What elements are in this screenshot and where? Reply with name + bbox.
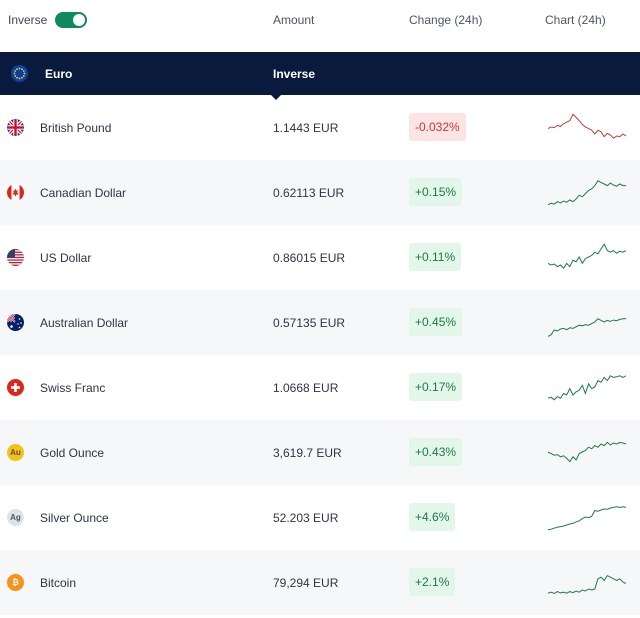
sparkline-path: [547, 441, 627, 463]
currency-row[interactable]: Au Gold Ounce 3,619.7 EUR +0.43%: [0, 420, 640, 485]
currency-row[interactable]: US Dollar 0.86015 EUR +0.11%: [0, 225, 640, 290]
sparkline-chart: [547, 107, 627, 147]
change-badge: +2.1%: [409, 568, 456, 596]
base-currency-name: Euro: [45, 67, 73, 81]
currency-row[interactable]: ₿ Bitcoin 79,294 EUR +2.1%: [0, 550, 640, 615]
currency-amount: 0.57135 EUR: [273, 316, 346, 330]
currency-name[interactable]: Canadian Dollar: [40, 186, 127, 200]
ca-flag-icon: [7, 184, 24, 201]
column-header-change[interactable]: Change (24h): [409, 13, 483, 27]
currency-amount: 0.86015 EUR: [273, 251, 346, 265]
toggle-knob: [73, 14, 86, 26]
sparkline-chart: [547, 432, 627, 472]
currency-name[interactable]: Gold Ounce: [40, 446, 105, 460]
column-header-chart: Chart (24h): [545, 13, 606, 27]
currency-name[interactable]: Australian Dollar: [40, 316, 129, 330]
header: Inverse Amount Change (24h) Chart (24h): [0, 0, 640, 52]
currency-name[interactable]: Silver Ounce: [40, 511, 109, 525]
eu-flag-icon: [11, 65, 28, 82]
gb-flag-icon: [7, 119, 24, 136]
currency-row[interactable]: Swiss Franc 1.0668 EUR +0.17%: [0, 355, 640, 420]
column-header-amount[interactable]: Amount: [273, 13, 315, 27]
sparkline-path: [547, 375, 627, 401]
currency-name[interactable]: Bitcoin: [40, 576, 77, 590]
au-flag-icon: [7, 314, 24, 331]
inverse-toggle[interactable]: [55, 12, 88, 28]
sparkline-chart: [547, 562, 627, 602]
currency-name[interactable]: Swiss Franc: [40, 381, 106, 395]
currency-row[interactable]: British Pound 1.1443 EUR -0.032%: [0, 95, 640, 160]
change-badge: +0.45%: [409, 308, 463, 336]
change-badge: +0.11%: [409, 243, 462, 271]
currency-amount: 52.203 EUR: [273, 511, 339, 525]
inverse-toggle-label: Inverse: [8, 13, 48, 27]
sparkline-path: [547, 318, 626, 337]
ch-flag-icon: [7, 379, 24, 396]
sparkline-path: [547, 113, 627, 139]
sparkline-chart: [547, 172, 626, 212]
sparkline-path: [547, 180, 626, 206]
gold-icon: Au: [7, 444, 24, 461]
currency-amount: 1.0668 EUR: [273, 381, 339, 395]
column-indicator: [271, 95, 281, 100]
sparkline-chart: [547, 497, 627, 537]
base-inverse-label: Inverse: [273, 67, 316, 81]
currency-row[interactable]: Australian Dollar 0.57135 EUR +0.45%: [0, 290, 640, 355]
base-currency-row[interactable]: Euro Inverse: [0, 52, 640, 95]
currency-name[interactable]: US Dollar: [40, 251, 92, 265]
sparkline-chart: [547, 237, 627, 277]
inverse-toggle-group[interactable]: Inverse: [8, 10, 88, 30]
sparkline-chart: [547, 302, 626, 342]
change-badge: +0.17%: [409, 373, 463, 401]
currency-amount: 3,619.7 EUR: [273, 446, 342, 460]
currency-amount: 79,294 EUR: [273, 576, 339, 590]
currency-amount: 1.1443 EUR: [273, 121, 339, 135]
sparkline-path: [547, 506, 627, 531]
sparkline-path: [547, 574, 627, 595]
currency-name[interactable]: British Pound: [40, 121, 112, 135]
change-badge: +0.43%: [409, 438, 463, 466]
btc-icon: ₿: [7, 574, 24, 591]
change-badge: +4.6%: [409, 503, 456, 531]
currency-amount: 0.62113 EUR: [273, 186, 345, 200]
change-badge: +0.15%: [409, 178, 463, 206]
change-badge: -0.032%: [409, 113, 466, 141]
currency-row[interactable]: Ag Silver Ounce 52.203 EUR +4.6%: [0, 485, 640, 550]
us-flag-icon: [7, 249, 24, 266]
currency-row[interactable]: Canadian Dollar 0.62113 EUR +0.15%: [0, 160, 640, 225]
sparkline-path: [547, 243, 627, 269]
sparkline-chart: [547, 367, 627, 407]
silver-icon: Ag: [7, 509, 24, 526]
